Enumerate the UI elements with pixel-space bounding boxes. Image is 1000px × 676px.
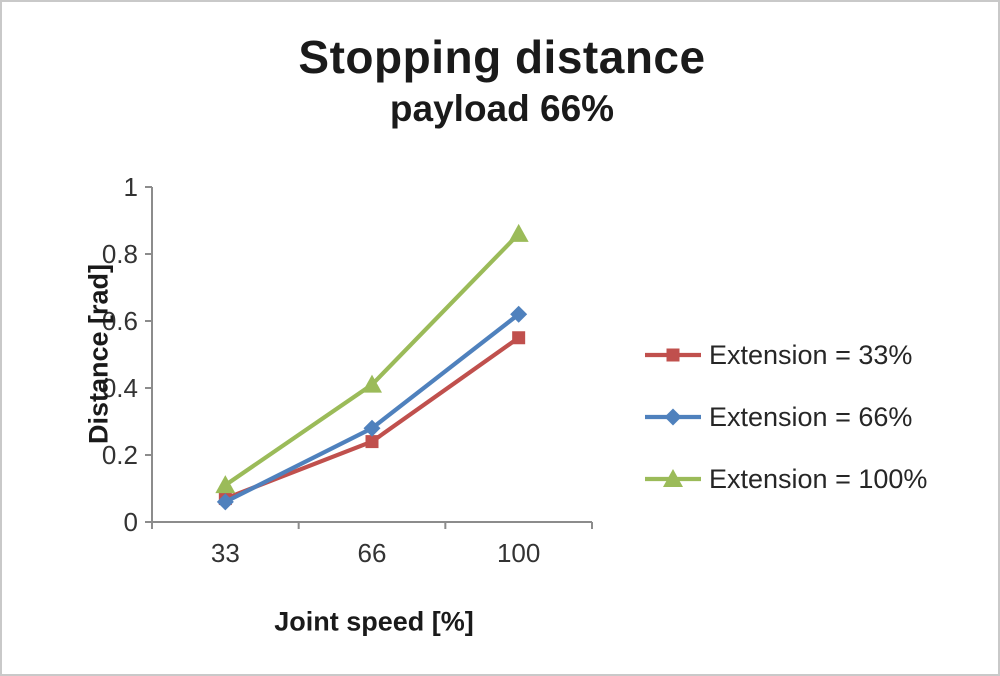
legend: Extension = 33% Extension = 66% Extension … bbox=[644, 334, 927, 500]
legend-label: Extension = 66% bbox=[709, 401, 913, 432]
legend-marker-icon bbox=[645, 348, 701, 362]
chart-subtitle: payload 66% bbox=[389, 87, 615, 129]
y-tick-label: 0.4 bbox=[102, 373, 138, 403]
legend-item-1: Extension = 66% bbox=[644, 396, 927, 438]
y-tick-label: 0.6 bbox=[102, 306, 138, 336]
x-tick-label: 100 bbox=[497, 538, 540, 568]
x-axis-title: Joint speed [%] bbox=[274, 606, 474, 637]
series-line-0 bbox=[223, 335, 521, 501]
legend-marker-icon bbox=[645, 408, 701, 426]
y-axis-title: Distance [rad] bbox=[83, 263, 114, 445]
chart-title-block: Stopping distance payload 66% bbox=[2, 31, 998, 131]
y-tick-label: 1 bbox=[124, 172, 138, 202]
triangle-marker-icon bbox=[663, 469, 683, 487]
series-1-marker bbox=[216, 493, 234, 511]
series-1-marker bbox=[363, 419, 381, 437]
series-0-marker bbox=[365, 435, 379, 449]
square-marker-icon bbox=[666, 348, 680, 362]
x-tick-label: 33 bbox=[211, 538, 240, 568]
y-tick-label: 0.2 bbox=[102, 440, 138, 470]
series-line-1 bbox=[223, 312, 521, 504]
legend-label: Extension = 33% bbox=[709, 339, 913, 370]
series-2-marker bbox=[215, 475, 236, 494]
legend-item-0: Extension = 33% bbox=[644, 334, 927, 376]
legend-label: Extension = 100% bbox=[709, 463, 928, 494]
series-2-marker bbox=[508, 223, 529, 242]
series-0-marker bbox=[512, 331, 526, 345]
legend-marker-icon bbox=[645, 469, 701, 487]
series-2-marker bbox=[362, 374, 382, 393]
y-tick-label: 0.8 bbox=[102, 239, 138, 269]
legend-item-2: Extension = 100% bbox=[644, 458, 927, 500]
x-tick-label: 66 bbox=[358, 538, 387, 568]
y-tick-label: 0 bbox=[124, 507, 138, 537]
plot-area: 0 0.2 0.4 0.6 0.8 1 33 66 100 bbox=[102, 172, 593, 568]
diamond-marker-icon bbox=[664, 408, 682, 426]
chart-title: Stopping distance bbox=[298, 31, 706, 83]
